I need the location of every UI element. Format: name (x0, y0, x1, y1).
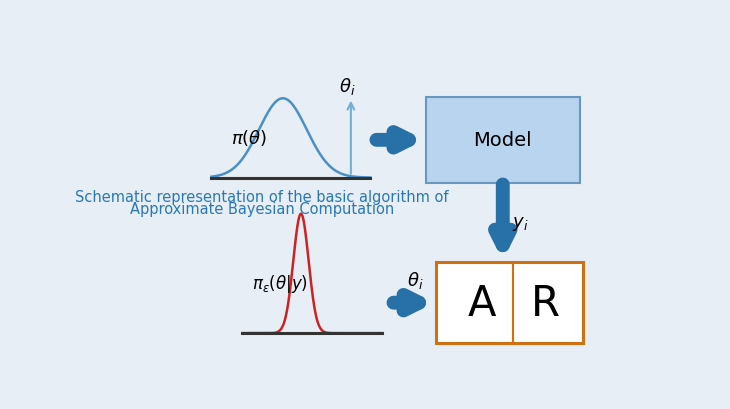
Text: Approximate Bayesian Computation: Approximate Bayesian Computation (130, 201, 394, 216)
Text: $y_i$: $y_i$ (512, 214, 529, 232)
Text: $\pi_\epsilon(\theta|y)$: $\pi_\epsilon(\theta|y)$ (253, 272, 308, 294)
FancyBboxPatch shape (426, 97, 580, 184)
FancyBboxPatch shape (436, 263, 583, 343)
Text: Schematic representation of the basic algorithm of: Schematic representation of the basic al… (75, 189, 448, 204)
Text: Model: Model (474, 131, 532, 150)
Text: $\theta_i$: $\theta_i$ (407, 270, 423, 291)
Text: $\theta_i$: $\theta_i$ (339, 76, 356, 97)
Text: A: A (467, 282, 496, 324)
Text: R: R (531, 282, 560, 324)
Text: $\pi(\theta)$: $\pi(\theta)$ (231, 128, 267, 147)
